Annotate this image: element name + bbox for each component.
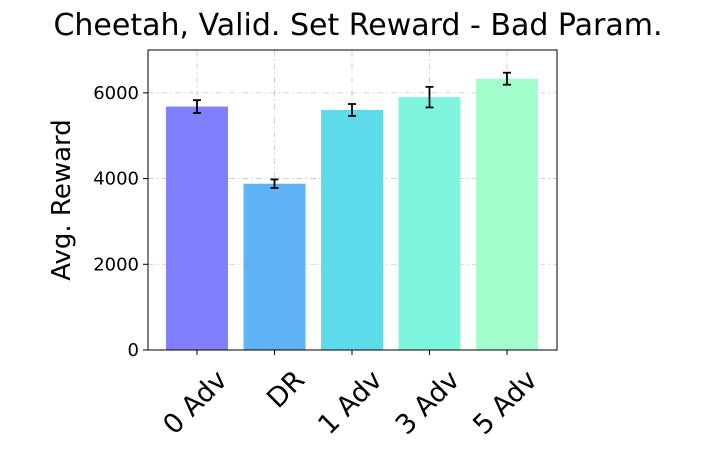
bar: [243, 183, 306, 350]
chart-title: Cheetah, Valid. Set Reward - Bad Param.: [53, 8, 662, 43]
y-tick-label: 0: [128, 340, 139, 361]
x-tick-label: 3 Adv: [390, 365, 466, 441]
axis-ticks: [143, 92, 508, 355]
y-tick-label: 6000: [93, 83, 139, 104]
x-tick-label: 1 Adv: [312, 365, 388, 441]
x-tick-label: 5 Adv: [467, 365, 543, 441]
y-tick-label: 4000: [93, 169, 139, 190]
y-tick-label: 2000: [93, 254, 139, 275]
bars: [166, 78, 538, 351]
bar: [398, 97, 461, 351]
bar: [476, 78, 538, 350]
error-bars: [193, 71, 511, 189]
x-tick-label: DR: [261, 365, 311, 415]
y-axis-label: Avg. Reward: [47, 119, 77, 281]
bar: [166, 106, 228, 350]
bar: [321, 110, 383, 350]
x-tick-label: 0 Adv: [157, 365, 233, 441]
